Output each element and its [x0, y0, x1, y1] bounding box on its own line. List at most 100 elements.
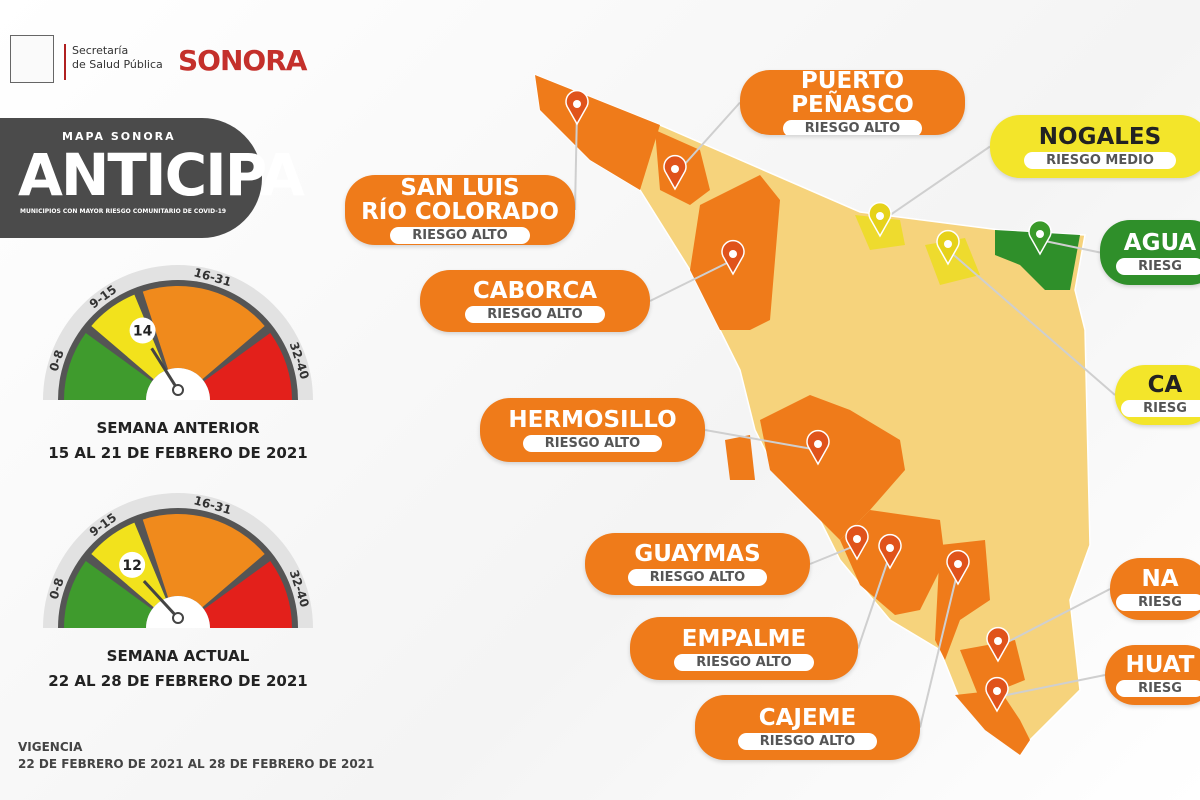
risk-label: RIESGO ALTO: [390, 227, 530, 244]
region-huatabampo: [955, 690, 1030, 755]
leader-line: [947, 249, 1116, 396]
gauge-segment: [64, 332, 153, 400]
callout-name: HUAT: [1125, 652, 1195, 678]
region-island: [725, 435, 755, 480]
pin: [946, 549, 970, 586]
callout-name: CA: [1147, 372, 1183, 398]
org-line: Secretaría: [72, 44, 129, 57]
needle-pivot: [172, 384, 184, 396]
needle-pivot: [172, 612, 184, 624]
callout: CABORCA RIESGO ALTO: [420, 270, 650, 332]
callout-name: GUAYMAS: [634, 541, 761, 567]
gauge-value: 12: [122, 558, 141, 574]
region-navojoa: [960, 640, 1025, 700]
gauge-range-label: 0-8: [47, 576, 67, 601]
badge-subtitle: MUNICIPIOS CON MAYOR RIESGO COMUNITARIO …: [20, 208, 227, 215]
callout-name: CAJEME: [758, 704, 857, 731]
gauge-value: 14: [133, 324, 153, 340]
leader-line: [996, 674, 1106, 698]
pin: [663, 154, 687, 191]
callout-name: EMPALME: [681, 625, 807, 652]
risk-label: RIESGO ALTO: [627, 569, 768, 586]
leader-line: [879, 145, 991, 223]
week-label: SEMANA ANTERIOR: [96, 419, 259, 437]
pin: [985, 676, 1009, 713]
callout-name: SAN LUIS: [400, 175, 520, 201]
badge-title: ANTICIPA: [18, 141, 305, 209]
callout-name: PUERTO: [800, 70, 905, 94]
risk-label: RIESG: [1116, 680, 1200, 697]
callout: PUERTO PEÑASCO RIESGO ALTO: [740, 70, 965, 135]
pin: [878, 533, 902, 570]
leader-line: [649, 259, 734, 302]
callout-name: HERMOSILLO: [508, 407, 677, 433]
pin-dot: [954, 560, 962, 568]
pin: [986, 626, 1010, 663]
pin: [806, 429, 830, 466]
gauge-value-bg: [119, 551, 146, 578]
gauge-segment: [142, 286, 265, 380]
leader-line: [809, 544, 858, 565]
pin: [845, 524, 869, 561]
region-cananea: [925, 238, 980, 285]
pin-dot: [876, 212, 884, 220]
callout: SAN LUIS RÍO COLORADO RIESGO ALTO: [345, 175, 575, 245]
badge: MAPA SONORA ANTICIPA MUNICIPIOS CON MAYO…: [0, 118, 305, 238]
gauge-needle: [150, 347, 180, 391]
risk-label: RIESG: [1116, 594, 1200, 611]
brand: SONORA: [178, 44, 307, 77]
leader-line: [1039, 239, 1101, 254]
org-line: de Salud Pública: [72, 58, 163, 71]
leader-line: [704, 429, 819, 451]
gauge-segment: [203, 560, 292, 628]
week-dates: 15 AL 21 DE FEBRERO DE 2021: [48, 444, 307, 462]
callout: CAJEME RIESGO ALTO: [695, 695, 920, 760]
validity-dates: 22 DE FEBRERO DE 2021 AL 28 DE FEBRERO D…: [18, 757, 375, 771]
leader-line: [919, 569, 959, 728]
risk-label: RIESGO ALTO: [737, 732, 878, 750]
callout: GUAYMAS RIESGO ALTO: [585, 533, 810, 595]
callout-name: CABORCA: [472, 278, 598, 304]
pin-dot: [573, 100, 581, 108]
region-slrc: [535, 75, 660, 190]
region-cajeme: [935, 540, 990, 660]
pin-dot: [814, 440, 822, 448]
leader-line: [997, 588, 1111, 648]
pin-dot: [944, 240, 952, 248]
callout: CA RIESG: [1115, 365, 1200, 425]
gauge-needle: [142, 580, 180, 620]
gauge-segment: [91, 294, 166, 380]
region-hermosillo: [760, 395, 905, 540]
callout: HUAT RIESG: [1105, 645, 1200, 705]
pin: [565, 89, 589, 126]
callout-name: NOGALES: [1038, 123, 1162, 150]
badge-kicker: MAPA SONORA: [62, 130, 176, 143]
pin: [868, 201, 892, 238]
pin: [936, 229, 960, 266]
risk-label: RIESG: [1121, 400, 1200, 417]
region-agua-prieta: [995, 230, 1080, 290]
org-name: Secretaría de Salud Pública: [72, 44, 163, 72]
callout-name: NA: [1141, 566, 1179, 592]
pin: [721, 239, 745, 276]
pin-dot: [853, 535, 861, 543]
callout: AGUA RIESG: [1100, 220, 1200, 285]
gauge-value-bg: [129, 317, 156, 344]
risk-label: RIESGO ALTO: [782, 119, 923, 135]
callout: NOGALES RIESGO MEDIO: [990, 115, 1200, 178]
gauge-range-label: 0-8: [47, 348, 67, 373]
week-dates: 22 AL 28 DE FEBRERO DE 2021: [48, 672, 307, 690]
callout: EMPALME RIESGO ALTO: [630, 617, 858, 680]
gauge-segment: [64, 560, 153, 628]
week-label: SEMANA ACTUAL: [107, 647, 250, 665]
pin-dot: [671, 165, 679, 173]
risk-label: RIESGO ALTO: [465, 306, 605, 323]
leader-line: [574, 109, 578, 211]
callout: HERMOSILLO RIESGO ALTO: [480, 398, 705, 462]
pin-dot: [994, 637, 1002, 645]
risk-label: RIESGO ALTO: [674, 653, 814, 671]
callout: NA RIESG: [1110, 558, 1200, 620]
